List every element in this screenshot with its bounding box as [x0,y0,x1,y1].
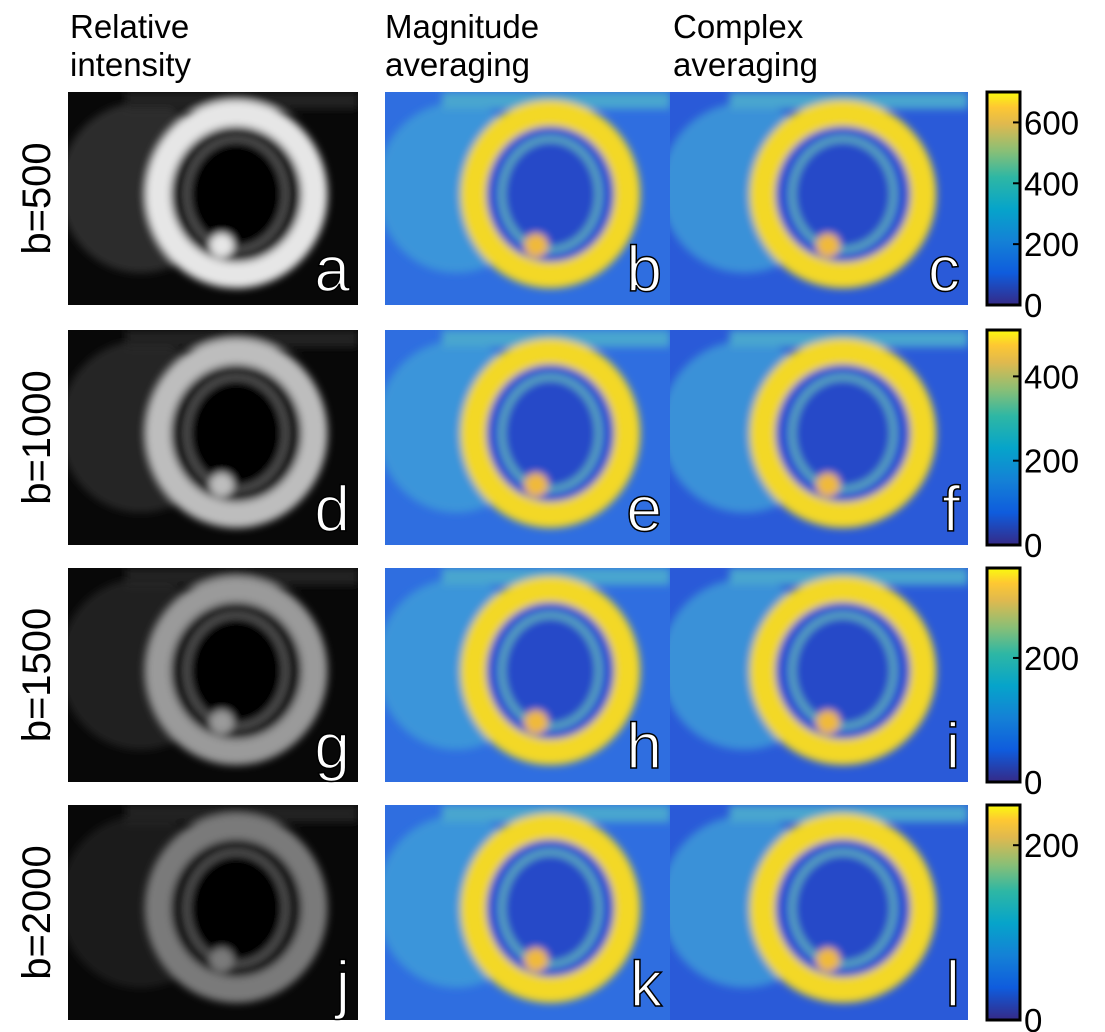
colorbar [987,568,1020,782]
inner-ring [792,139,893,250]
image [376,805,670,1020]
image-panel [59,330,358,545]
papillary [169,606,187,624]
colorbar-tick-label: 0 [1024,287,1042,324]
colorbar-tick-label: 200 [1024,640,1079,677]
colorbar-tick-label: 600 [1024,104,1079,141]
colorbar-tick-label: 400 [1024,165,1079,202]
image-panel [661,805,968,1020]
panel-letter: k [630,948,663,1020]
image-panel [661,92,968,305]
image [59,568,358,782]
inner-ring [187,377,286,489]
panel-letter: h [626,710,662,782]
papillary [524,473,548,497]
panel-letter: b [626,233,662,305]
papillary [169,843,187,861]
papillary [169,130,187,148]
papillary [774,606,792,624]
row-label: b=1500 [15,608,59,743]
panel-letter: i [946,710,960,782]
inner-ring [792,615,893,726]
inner-ring [502,615,599,726]
colorbar [987,92,1020,305]
papillary [774,130,792,148]
panel-letter: c [928,233,960,305]
papillary [484,843,502,861]
row-label: b=500 [15,142,59,254]
inner-ring [502,139,599,250]
papillary [169,368,187,386]
image [661,330,968,545]
figure: Relative intensity Magnitude averaging C… [0,0,1105,1032]
papillary [210,710,234,734]
papillary [774,843,792,861]
colorbar [987,330,1020,545]
image [59,330,358,545]
colorbar [987,805,1020,1020]
image-panel [59,805,358,1020]
papillary [484,368,502,386]
image-panel [376,805,670,1020]
panel-letter: j [334,948,350,1020]
inner-ring [187,615,286,726]
image [59,92,358,305]
papillary [484,130,502,148]
image [661,92,968,305]
inner-ring [502,852,599,964]
panel-letter: l [946,948,960,1020]
image-panel [661,568,968,782]
papillary [210,948,234,972]
row-label: b=2000 [15,845,59,980]
colorbar-tick-label: 200 [1024,443,1079,480]
image [59,805,358,1020]
colorbar-tick-label: 400 [1024,358,1079,395]
colorbar-tick-label: 0 [1024,1002,1042,1032]
panels: b=500 a b c 0 200 400 600 b=1000 d e f 0 200 400 b=1500… [0,0,1105,1032]
papillary [816,948,840,972]
papillary [774,368,792,386]
inner-ring [187,852,286,964]
panel-letter: f [942,473,960,545]
panel-letter: a [314,233,350,305]
papillary [816,710,840,734]
papillary [816,233,840,257]
colorbar-tick-label: 0 [1024,764,1042,801]
panel-letter: d [314,473,350,545]
image [661,568,968,782]
papillary [210,473,234,497]
panel-letter: e [626,473,662,545]
inner-ring [792,377,893,489]
image [661,805,968,1020]
papillary [816,473,840,497]
inner-ring [502,377,599,489]
image-panel [661,330,968,545]
colorbar-tick-label: 200 [1024,226,1079,263]
image-panel [59,92,358,305]
row-label: b=1000 [15,370,59,505]
colorbar-tick-label: 0 [1024,527,1042,564]
inner-ring [187,139,286,250]
panel-letter: g [314,710,350,782]
papillary [524,710,548,734]
colorbar-tick-label: 200 [1024,827,1079,864]
papillary [524,233,548,257]
papillary [524,948,548,972]
papillary [210,233,234,257]
papillary [484,606,502,624]
inner-ring [792,852,893,964]
image-panel [59,568,358,782]
